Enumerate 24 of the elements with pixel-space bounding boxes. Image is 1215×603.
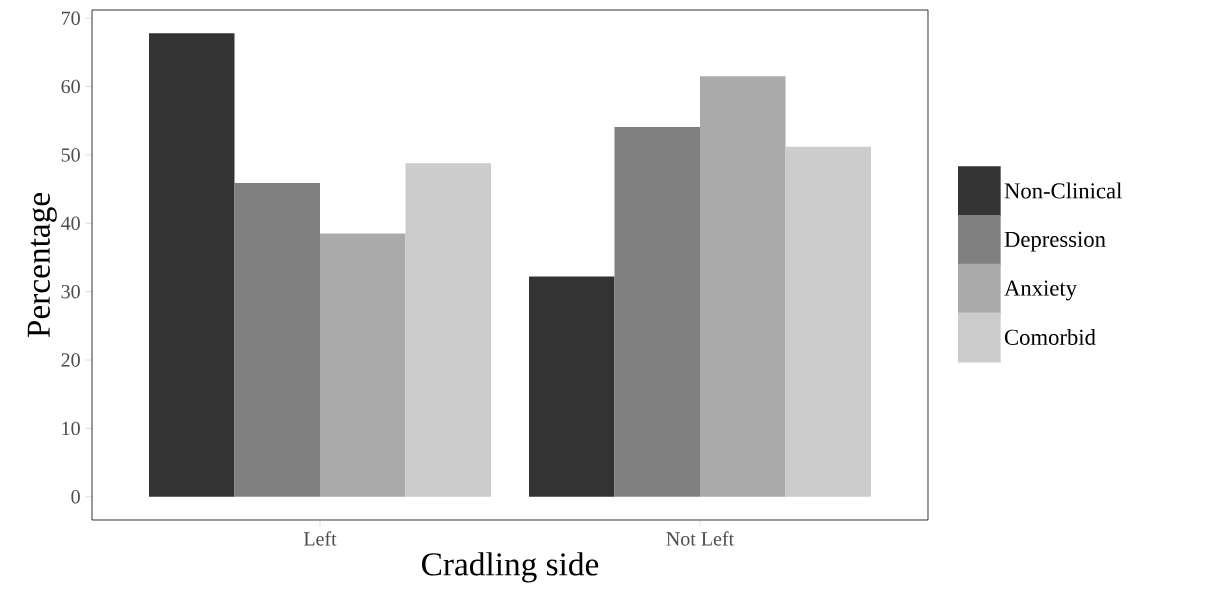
y-tick-label: 70 <box>61 11 80 25</box>
legend-label: Non-Clinical <box>1004 182 1122 199</box>
y-tick-label: 40 <box>61 216 80 231</box>
bar <box>149 33 235 497</box>
legend-label: Comorbid <box>1004 329 1096 345</box>
bar <box>234 182 321 497</box>
y-tick-label: 0 <box>71 490 80 504</box>
legend-label: Depression <box>1004 231 1106 252</box>
y-tick-label: 20 <box>61 353 80 367</box>
bar <box>320 233 406 497</box>
x-tick-label: Not Left <box>666 531 735 546</box>
x-axis-title: Cradling side <box>422 552 599 583</box>
y-tick-label: 60 <box>61 79 80 94</box>
bar <box>614 126 700 497</box>
bar <box>700 76 786 497</box>
y-axis-title: Percentage <box>27 193 57 338</box>
bar <box>785 146 871 497</box>
y-tick-label: 30 <box>61 284 80 299</box>
y-tick-label: 50 <box>61 148 80 162</box>
bar <box>529 276 615 497</box>
x-tick-label: Left <box>303 531 337 546</box>
bar <box>405 163 492 497</box>
legend-label: Anxiety <box>1004 280 1077 301</box>
y-tick-label: 10 <box>62 421 80 436</box>
